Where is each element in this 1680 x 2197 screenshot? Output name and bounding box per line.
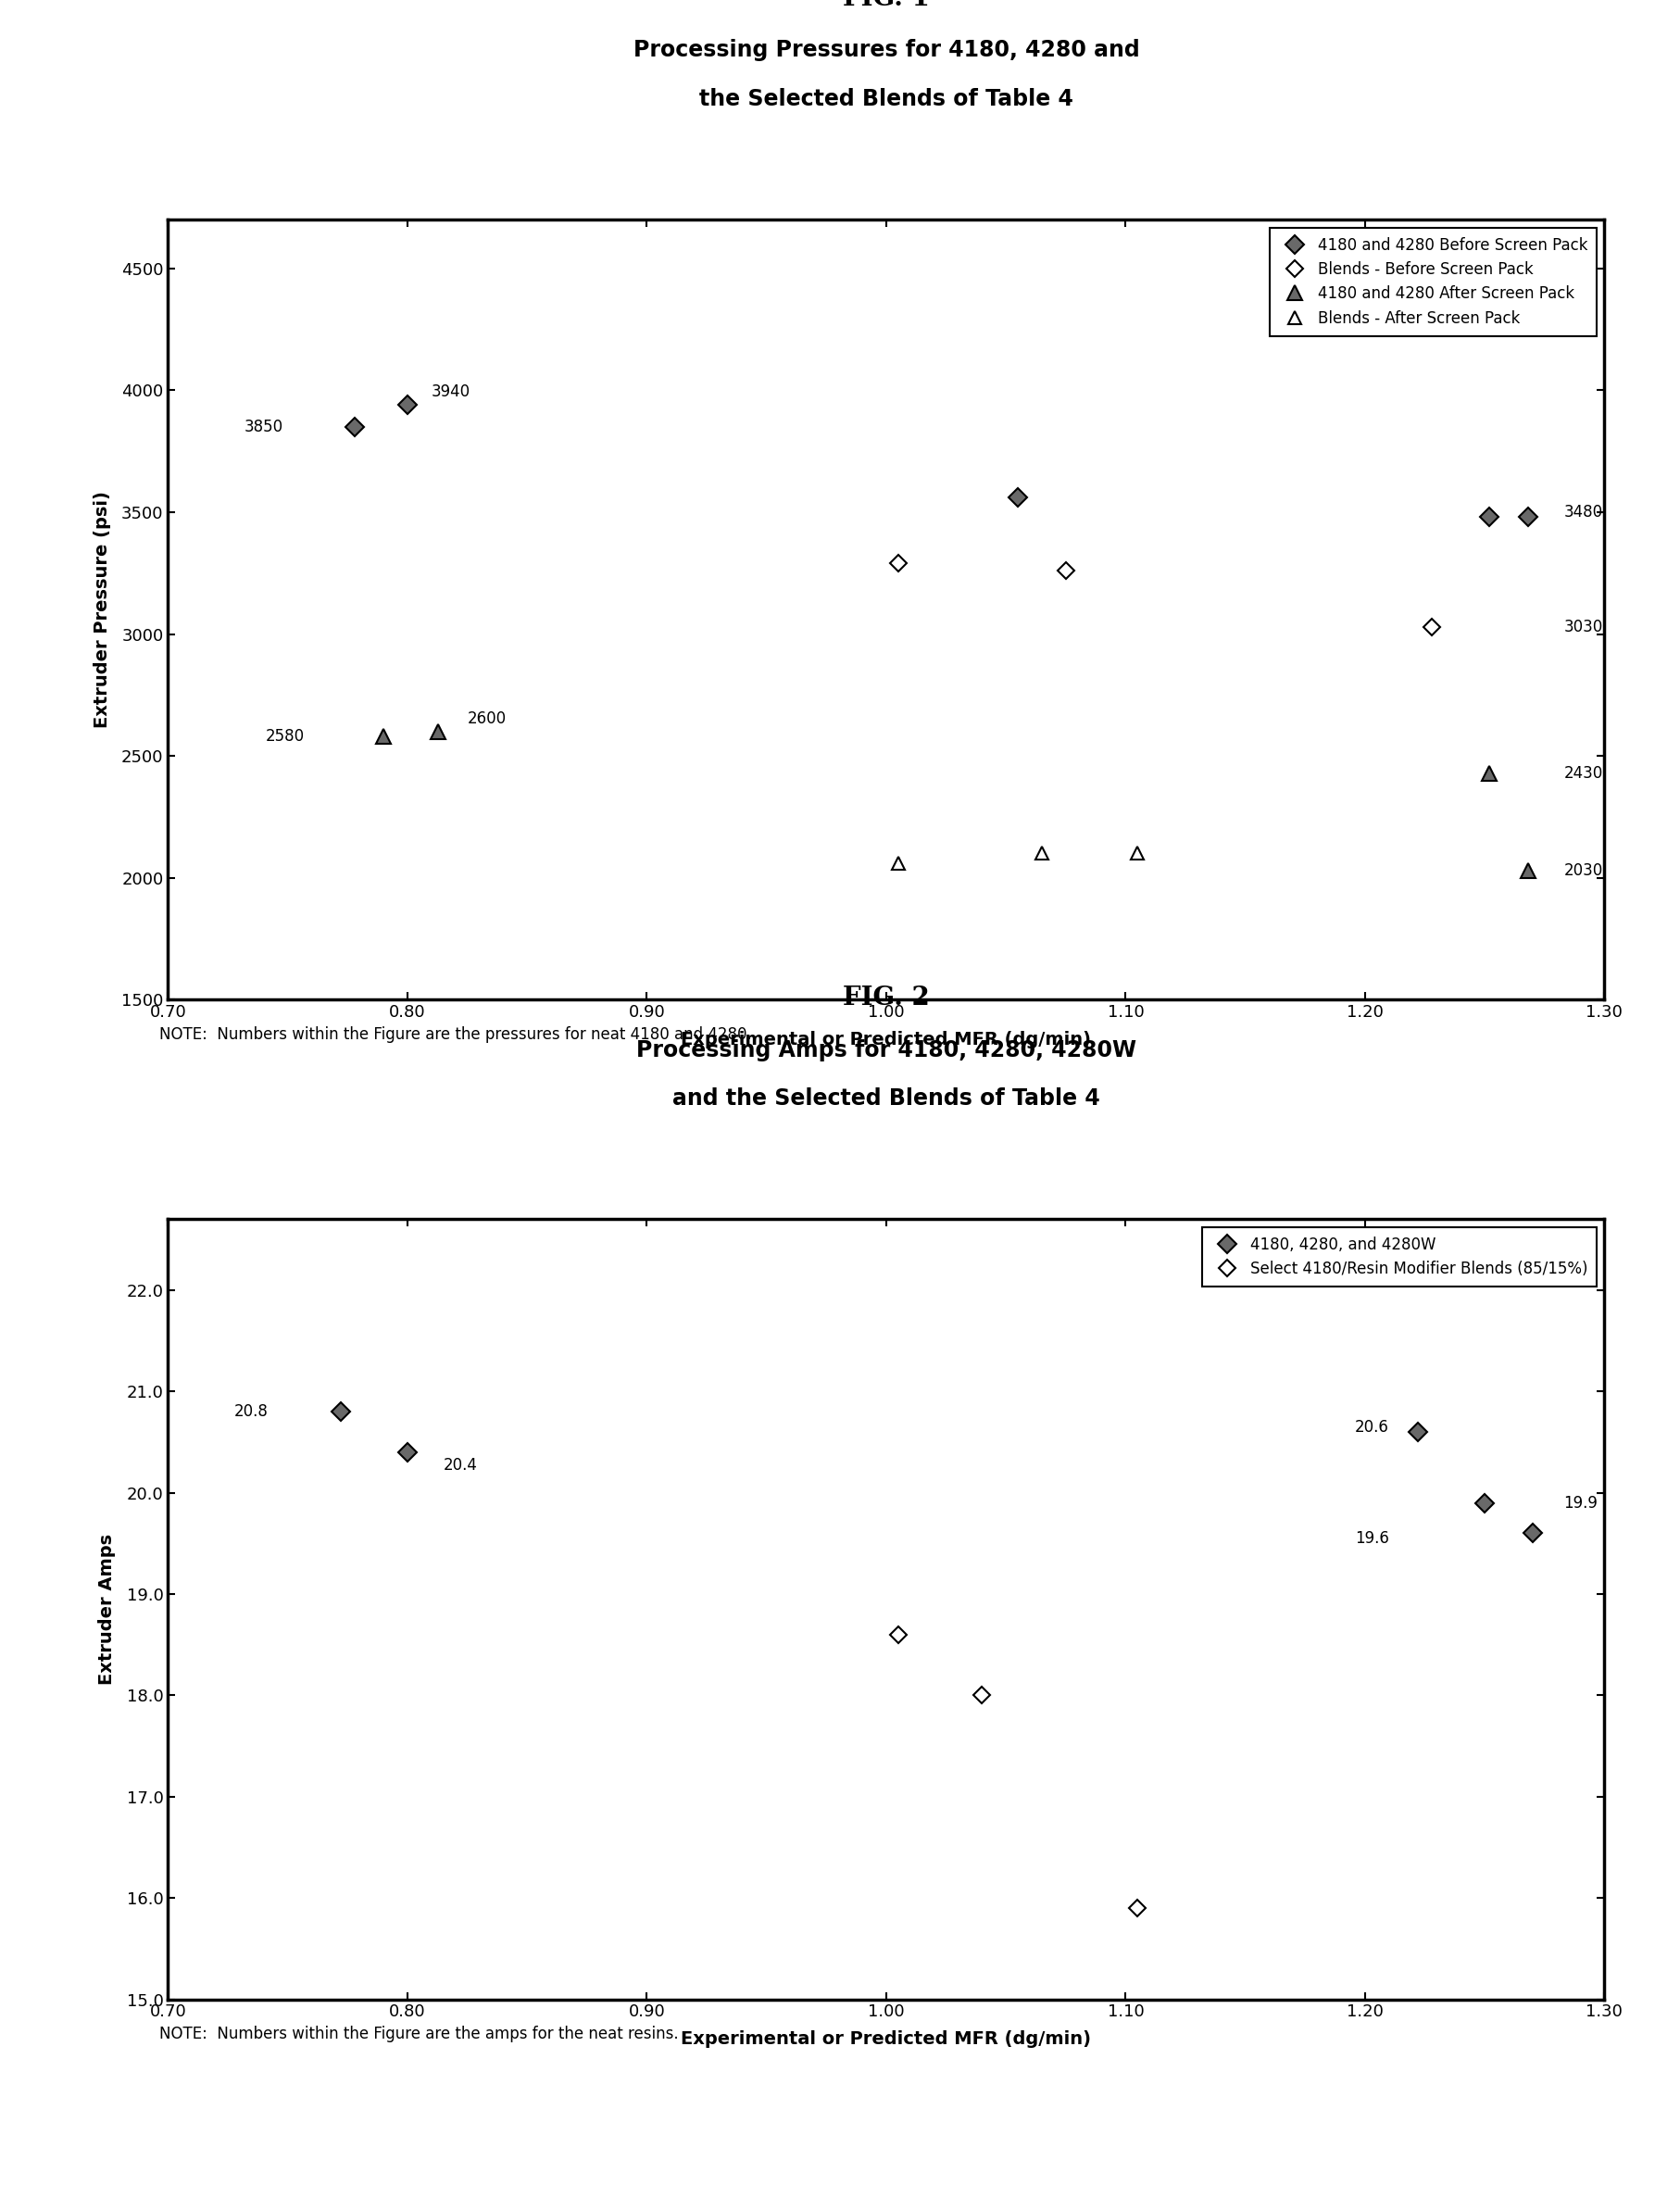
Legend: 4180 and 4280 Before Screen Pack, Blends - Before Screen Pack, 4180 and 4280 Aft: 4180 and 4280 Before Screen Pack, Blends…: [1270, 228, 1596, 336]
Legend: 4180, 4280, and 4280W, Select 4180/Resin Modifier Blends (85/15%): 4180, 4280, and 4280W, Select 4180/Resin…: [1201, 1228, 1596, 1287]
Text: Processing Amps for 4180, 4280, 4280W: Processing Amps for 4180, 4280, 4280W: [637, 1039, 1136, 1061]
Text: 2580: 2580: [265, 727, 304, 745]
Text: 3850: 3850: [244, 420, 282, 435]
Text: and the Selected Blends of Table 4: and the Selected Blends of Table 4: [672, 1088, 1100, 1109]
Text: 20.6: 20.6: [1354, 1419, 1389, 1435]
Text: 20.4: 20.4: [444, 1457, 477, 1474]
Text: 3480: 3480: [1564, 503, 1603, 521]
Text: FIG. 1: FIG. 1: [843, 0, 929, 11]
Text: NOTE:  Numbers within the Figure are the amps for the neat resins.: NOTE: Numbers within the Figure are the …: [160, 2026, 679, 2043]
Text: 3030: 3030: [1564, 617, 1603, 635]
Text: Processing Pressures for 4180, 4280 and: Processing Pressures for 4180, 4280 and: [633, 40, 1139, 62]
Text: 2600: 2600: [467, 710, 506, 727]
Text: the Selected Blends of Table 4: the Selected Blends of Table 4: [699, 88, 1074, 110]
Text: FIG. 2: FIG. 2: [843, 986, 929, 1011]
Y-axis label: Extruder Pressure (psi): Extruder Pressure (psi): [94, 492, 111, 727]
Text: 2430: 2430: [1564, 765, 1603, 782]
Text: 3940: 3940: [432, 384, 470, 400]
Text: 19.9: 19.9: [1564, 1494, 1598, 1512]
Text: 2030: 2030: [1564, 861, 1603, 879]
X-axis label: Experimental or Predicted MFR (dg/min): Experimental or Predicted MFR (dg/min): [680, 2030, 1092, 2048]
Text: 20.8: 20.8: [235, 1404, 269, 1419]
Y-axis label: Extruder Amps: Extruder Amps: [99, 1534, 116, 1685]
X-axis label: Experimental or Predicted MFR (dg/min): Experimental or Predicted MFR (dg/min): [680, 1030, 1092, 1048]
Text: 19.6: 19.6: [1354, 1529, 1389, 1547]
Text: NOTE:  Numbers within the Figure are the pressures for neat 4180 and 4280.: NOTE: Numbers within the Figure are the …: [160, 1026, 753, 1044]
